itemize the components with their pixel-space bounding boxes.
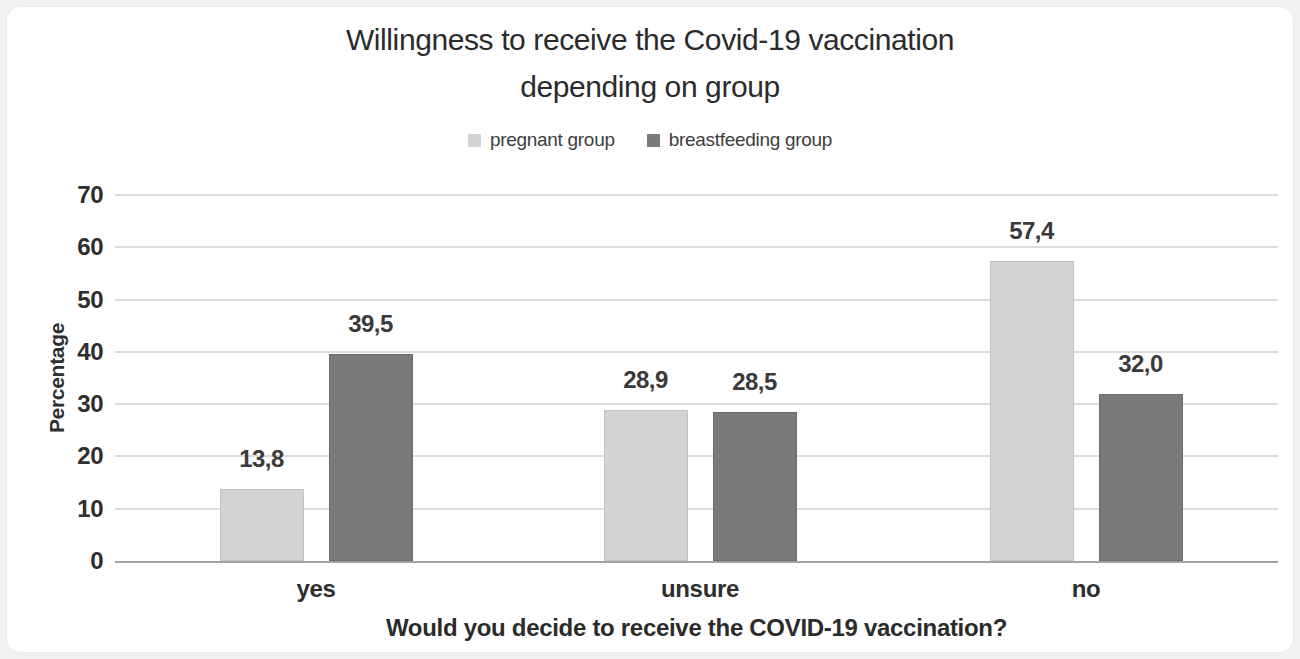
legend-item-pregnant-group: pregnant group — [468, 129, 615, 151]
y-tick-label: 10 — [33, 495, 103, 523]
bar-value-label: 28,9 — [586, 367, 706, 393]
chart-title-line-1: Willingness to receive the Covid-19 vacc… — [0, 16, 1300, 63]
legend: pregnant group breastfeeding group — [0, 129, 1300, 151]
bar-value-label: 28,5 — [695, 369, 815, 395]
bar-value-label: 13,8 — [202, 446, 322, 472]
y-axis-title: Percentage — [45, 323, 69, 433]
y-tick-label: 50 — [33, 286, 103, 314]
bar-yes-pregnant-group — [220, 489, 304, 561]
bar-yes-breastfeeding-group — [329, 354, 413, 561]
y-tick-label: 70 — [33, 181, 103, 209]
bar-value-label: 39,5 — [311, 311, 431, 337]
legend-swatch-icon — [647, 134, 660, 147]
bar-no-pregnant-group — [990, 261, 1074, 561]
gridline — [115, 194, 1278, 196]
chart-title-line-2: depending on group — [0, 63, 1300, 110]
legend-item-breastfeeding-group: breastfeeding group — [647, 129, 832, 151]
x-axis-title: Would you decide to receive the COVID-19… — [115, 614, 1278, 642]
bar-unsure-breastfeeding-group — [713, 412, 797, 561]
x-category-label-no: no — [986, 575, 1186, 603]
bar-unsure-pregnant-group — [604, 410, 688, 561]
x-category-label-yes: yes — [216, 575, 416, 603]
legend-label: breastfeeding group — [669, 129, 832, 151]
y-tick-label: 0 — [33, 547, 103, 575]
legend-swatch-icon — [468, 134, 481, 147]
y-tick-label: 20 — [33, 442, 103, 470]
x-axis-line — [115, 561, 1278, 563]
x-category-label-unsure: unsure — [600, 575, 800, 603]
chart-title: Willingness to receive the Covid-19 vacc… — [0, 16, 1300, 110]
bar-value-label: 32,0 — [1081, 351, 1201, 377]
gridline — [115, 299, 1278, 301]
bar-value-label: 57,4 — [972, 218, 1092, 244]
y-tick-label: 60 — [33, 233, 103, 261]
gridline — [115, 246, 1278, 248]
bar-no-breastfeeding-group — [1099, 394, 1183, 561]
legend-label: pregnant group — [490, 129, 615, 151]
